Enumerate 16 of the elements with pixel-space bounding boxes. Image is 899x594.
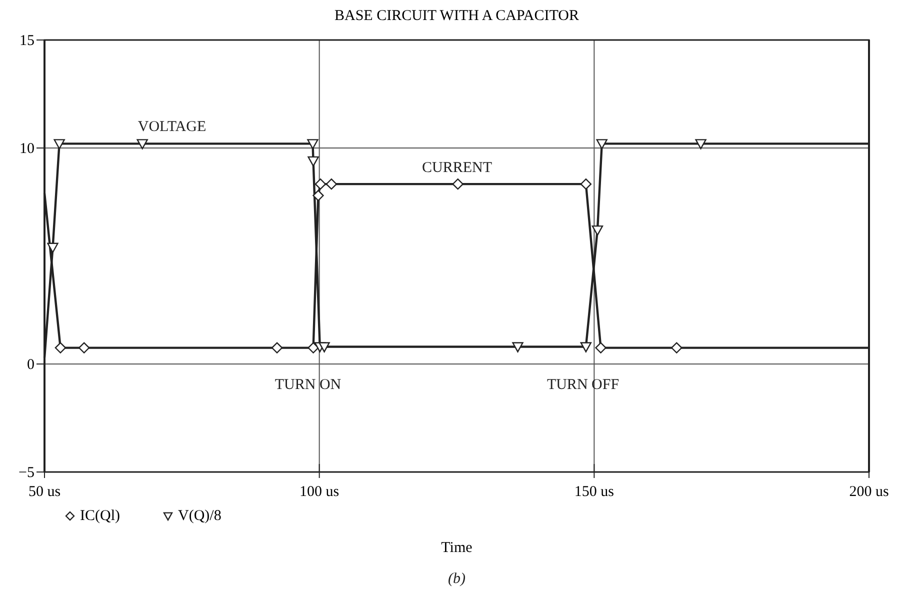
annotation: VOLTAGE	[138, 119, 206, 135]
text: (b)	[448, 571, 466, 587]
legend-label: V(Q)/8	[178, 508, 222, 524]
x-axis-title: Time	[441, 540, 473, 556]
y-tick-label: 0	[27, 357, 34, 373]
chart-title: BASE CIRCUIT WITH A CAPACITOR	[334, 8, 579, 24]
legend-label: IC(Ql)	[80, 508, 120, 524]
x-tick-label: 50 us	[28, 484, 61, 500]
x-tick-label: 100 us	[300, 484, 340, 500]
y-tick-label: 10	[20, 141, 34, 157]
y-tick-label: 15	[20, 33, 34, 49]
annotation: CURRENT	[422, 160, 492, 176]
x-tick-label: 200 us	[849, 484, 889, 500]
x-tick-label: 150 us	[574, 484, 614, 500]
y-tick-label: −5	[18, 465, 34, 481]
annotation: TURN ON	[274, 377, 342, 393]
